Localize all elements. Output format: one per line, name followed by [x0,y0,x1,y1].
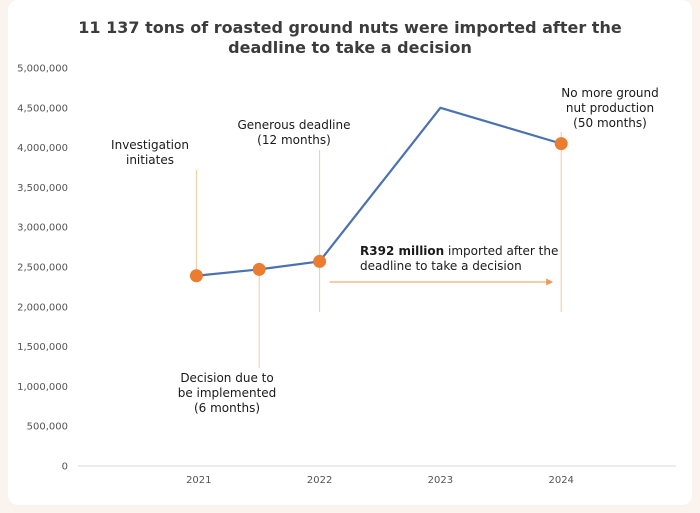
y-tick-label: 3,000,000 [17,223,68,234]
annotation-no-production: No more ground nut production (50 months) [561,86,659,130]
x-tick-label: 2024 [548,475,573,486]
annotation-investigation: Investigation initiates [111,138,189,167]
x-tick-label: 2022 [307,475,332,486]
y-tick-label: 4,500,000 [17,103,68,114]
data-point [554,137,568,151]
y-tick-label: 1,000,000 [17,382,68,393]
y-tick-label: 5,000,000 [17,64,68,75]
y-tick-label: 500,000 [27,422,68,433]
annotation-imported-line2: deadline to take a decision [360,259,522,273]
period-arrow-head [546,278,554,286]
annotation-decision: Decision due to be implemented (6 months) [178,371,277,415]
data-point [252,262,266,276]
annotation-deadline: Generous deadline (12 months) [238,118,351,147]
y-tick-label: 4,000,000 [17,143,68,154]
x-tick-label: 2023 [428,475,453,486]
annotation-imported: R392 million imported after the [360,244,558,258]
y-tick-label: 0 [62,462,68,473]
chart-title: 11 137 tons of roasted ground nuts were … [78,18,622,57]
data-point [189,269,203,283]
y-tick-label: 3,500,000 [17,183,68,194]
y-tick-label: 2,500,000 [17,263,68,274]
y-tick-label: 2,000,000 [17,302,68,313]
chart-card [8,0,692,505]
x-tick-label: 2021 [186,475,211,486]
y-tick-label: 1,500,000 [17,342,68,353]
data-point [313,254,327,268]
